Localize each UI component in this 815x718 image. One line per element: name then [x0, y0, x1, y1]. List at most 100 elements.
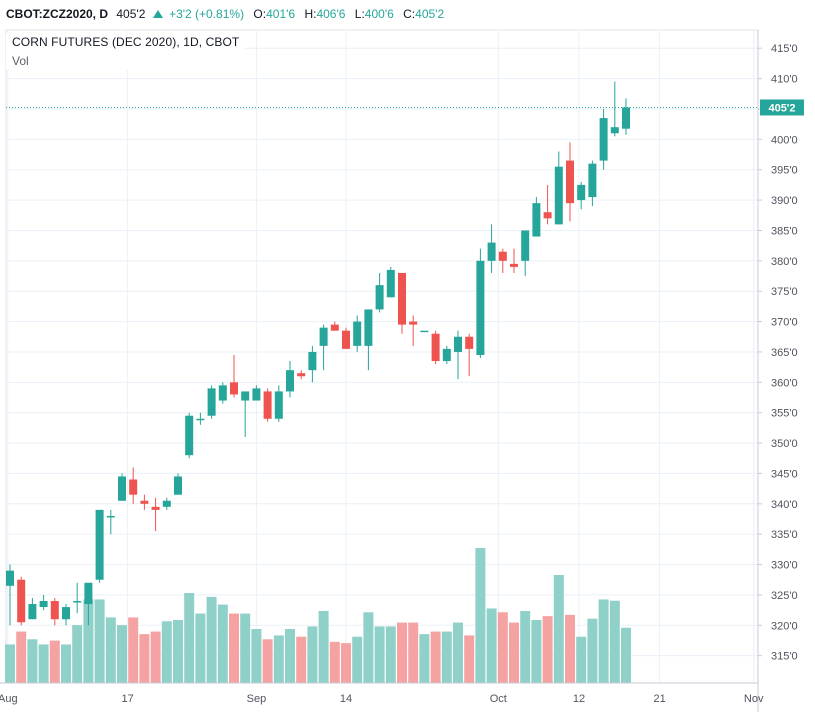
y-tick-label: 365'0: [771, 347, 798, 359]
close-value: 405'2: [415, 7, 445, 21]
volume-bar: [475, 548, 486, 683]
y-tick-label: 400'0: [771, 134, 798, 146]
volume-bar: [341, 643, 351, 683]
candles: [6, 81, 630, 626]
volume-bar: [251, 629, 262, 683]
y-tick-label: 325'0: [771, 590, 798, 602]
volume-bar: [262, 639, 273, 683]
high-value: 406'6: [316, 7, 346, 21]
candle-body: [50, 600, 59, 620]
volume-bar: [453, 622, 463, 683]
candle-body: [588, 163, 597, 198]
last-price-label: 405'2: [768, 102, 795, 114]
candle-body: [162, 500, 171, 507]
candle-body: [106, 515, 115, 518]
volume-bar: [464, 635, 475, 683]
candle-body: [442, 348, 451, 362]
volume-bar: [184, 593, 195, 683]
volume-bar: [307, 626, 318, 683]
low-value: 400'6: [364, 7, 394, 21]
candle-body: [28, 604, 37, 620]
candle-body: [230, 382, 238, 395]
candle-body: [84, 582, 93, 605]
x-tick-label: Nov: [744, 693, 764, 705]
candle-body: [241, 391, 250, 401]
candle-body: [498, 251, 507, 261]
y-tick-label: 345'0: [771, 468, 798, 480]
volume-bar: [587, 618, 598, 683]
volume-bar: [531, 620, 542, 683]
volume-bar: [621, 627, 631, 683]
y-tick-label: 350'0: [771, 438, 798, 450]
x-tick-label: 21: [653, 693, 665, 705]
x-tick-label: 14: [340, 693, 352, 705]
candle-body: [342, 330, 350, 349]
volume-bar: [117, 625, 127, 683]
candle-body: [577, 184, 586, 201]
candle-body: [532, 203, 541, 237]
x-tick-label: 17: [121, 693, 133, 705]
volume-bar: [419, 634, 430, 683]
volume-label[interactable]: Vol: [12, 54, 29, 68]
candle-body: [95, 509, 104, 580]
candle-body: [364, 309, 373, 346]
last-price: 405'2: [116, 7, 146, 21]
candle-body: [465, 336, 474, 349]
chart-legend: CORN FUTURES (DEC 2020), 1D, CBOT Vol: [6, 33, 246, 70]
low-label: L:: [354, 7, 365, 21]
candle-body: [398, 272, 406, 325]
last-price-tag: [760, 99, 804, 116]
volume-bar: [27, 639, 38, 683]
candle-body: [622, 107, 630, 129]
candle-body: [386, 269, 395, 298]
volume-bar: [38, 644, 49, 683]
volume-bar: [520, 611, 531, 683]
plot-area: [5, 29, 759, 684]
x-tick-label: 12: [573, 693, 585, 705]
volume-bar: [128, 617, 139, 683]
volume-bar: [139, 634, 150, 683]
volume-bar: [49, 640, 60, 683]
candle-body: [409, 321, 418, 325]
candle-body: [487, 242, 496, 261]
close-label: C:: [403, 7, 416, 21]
volume-bar: [229, 613, 239, 683]
volume-bar: [296, 636, 307, 683]
candle-body: [454, 336, 462, 352]
candle-body: [140, 500, 149, 504]
candle-body: [308, 351, 317, 371]
candle-body: [6, 570, 14, 586]
chart-title: CORN FUTURES (DEC 2020), 1D, CBOT: [12, 35, 240, 49]
y-tick-label: 410'0: [771, 74, 798, 86]
volume-bar: [217, 604, 228, 683]
volume-bar: [5, 644, 15, 683]
candle-body: [297, 373, 306, 377]
volume-bar: [486, 608, 497, 683]
candle-body: [476, 260, 485, 355]
volume-bar: [285, 629, 295, 683]
candle-body: [196, 418, 205, 421]
candle-body: [353, 321, 362, 346]
candle-body: [554, 166, 563, 225]
candle-body: [566, 160, 574, 204]
y-tick-label: 335'0: [771, 529, 798, 541]
y-tick-label: 415'0: [771, 43, 798, 55]
candle-body: [39, 600, 48, 608]
volume-bar: [509, 622, 519, 683]
candle-body: [319, 327, 328, 346]
volume-bar: [195, 613, 206, 683]
y-tick-label: 360'0: [771, 377, 798, 389]
y-tick-label: 355'0: [771, 408, 798, 420]
candle-body: [375, 285, 384, 310]
volume-bar: [173, 620, 183, 683]
symbol-label[interactable]: CBOT:ZCZ2020, D: [6, 7, 109, 21]
volume-bar: [16, 631, 27, 683]
x-tick-label: Aug: [0, 693, 18, 705]
y-tick-label: 385'0: [771, 225, 798, 237]
y-tick-label: 375'0: [771, 286, 798, 298]
x-tick-label: Sep: [247, 693, 267, 705]
candle-body: [286, 370, 294, 392]
volume-bar: [61, 644, 71, 683]
candle-body: [543, 212, 552, 219]
